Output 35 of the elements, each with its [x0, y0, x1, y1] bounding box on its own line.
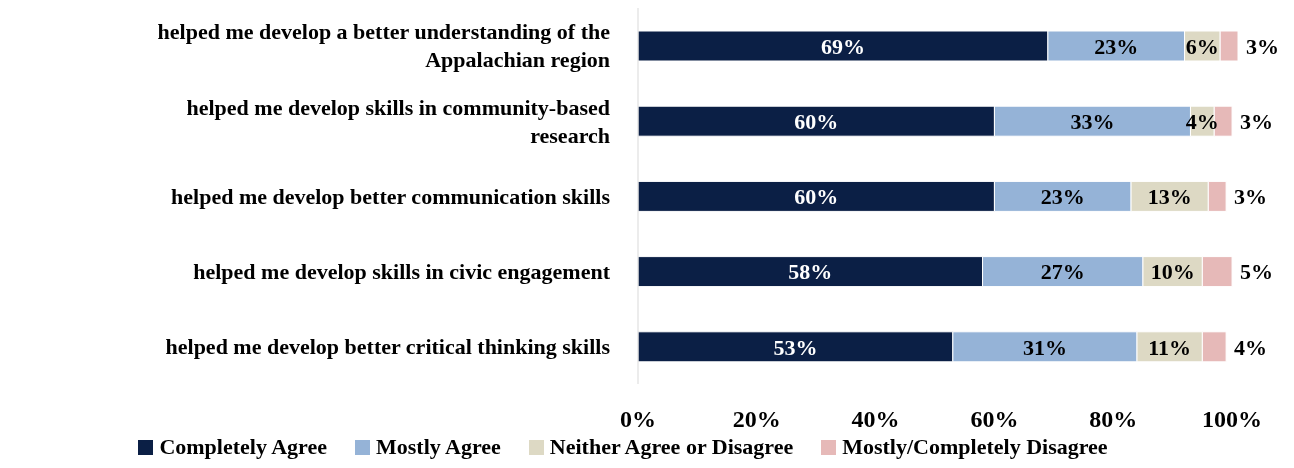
data-label: 23%	[1040, 184, 1085, 210]
data-label: 58%	[788, 259, 833, 285]
data-label: 3%	[1234, 184, 1268, 210]
data-label: 11%	[1148, 334, 1192, 360]
y-tick-label: helped me develop better critical thinking skills	[165, 334, 611, 360]
data-label: 4%	[1185, 109, 1219, 135]
legend-label: Mostly/Completely Disagree	[842, 434, 1108, 460]
data-label: 5%	[1240, 259, 1274, 285]
y-tick-label: helped me develop a better understanding of the Appalachian region	[157, 19, 611, 73]
data-label: 3%	[1240, 109, 1274, 135]
x-tick-label: 80%	[1089, 406, 1138, 433]
data-label: 3%	[1246, 33, 1279, 59]
data-label: 10%	[1150, 259, 1195, 285]
y-tick-label: helped me develop skills in community-based research	[186, 94, 610, 148]
data-label: 6%	[1185, 33, 1219, 59]
data-label: 60%	[794, 184, 839, 210]
legend-label: Mostly Agree	[376, 434, 501, 460]
x-tick-label: 100%	[1202, 406, 1263, 433]
data-label: 33%	[1070, 109, 1115, 135]
data-label: 60%	[794, 109, 839, 135]
y-tick-label: helped me develop better communication skills	[171, 183, 611, 209]
data-label: 23%	[1094, 33, 1139, 59]
legend-label: Neither Agree or Disagree	[549, 434, 794, 460]
data-label: 13%	[1147, 184, 1192, 210]
x-tick-label: 40%	[851, 406, 900, 433]
data-label: 4%	[1234, 334, 1268, 360]
data-label: 27%	[1040, 259, 1085, 285]
x-tick-label: 20%	[732, 406, 781, 433]
data-label: 31%	[1022, 334, 1067, 360]
data-label: 53%	[773, 334, 818, 360]
y-tick-label: helped me develop skills in civic engagement	[193, 258, 611, 284]
x-tick-label: 60%	[970, 406, 1019, 433]
x-tick-label: 0%	[620, 406, 656, 433]
legend-label: Completely Agree	[159, 434, 328, 460]
data-label: 69%	[820, 33, 865, 59]
